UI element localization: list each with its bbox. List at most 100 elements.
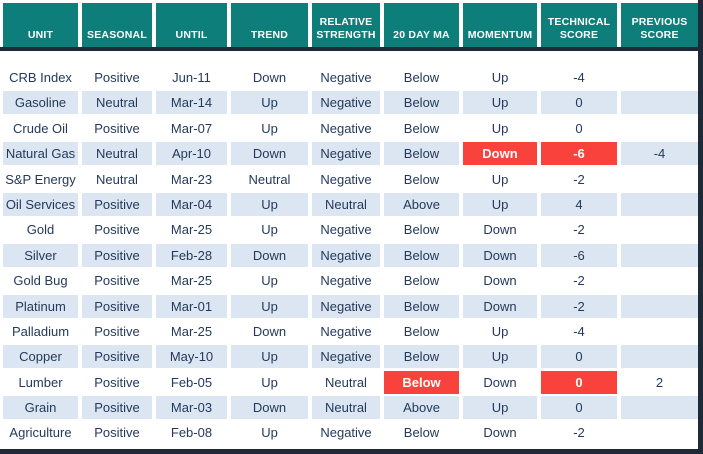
cell-trend[interactable]: Up — [231, 294, 308, 318]
cell-relative_strength[interactable]: Neutral — [312, 370, 380, 394]
cell-until[interactable]: Mar-04 — [156, 192, 227, 216]
cell-momentum[interactable]: Down — [463, 243, 537, 267]
cell-trend[interactable]: Up — [231, 91, 308, 115]
cell-previous_score[interactable] — [621, 66, 698, 89]
cell-until[interactable]: Feb-05 — [156, 370, 227, 394]
cell-relative_strength[interactable]: Negative — [312, 167, 380, 191]
cell-technical_score[interactable]: 0 — [541, 396, 617, 420]
cell-ma20[interactable]: Below — [384, 218, 459, 242]
cell-seasonal[interactable]: Positive — [82, 192, 152, 216]
cell-relative_strength[interactable]: Negative — [312, 421, 380, 445]
cell-unit[interactable]: Palladium — [3, 319, 78, 343]
cell-until[interactable]: Mar-14 — [156, 91, 227, 115]
cell-unit[interactable]: Gold Bug — [3, 269, 78, 293]
cell-technical_score[interactable]: 0 — [541, 116, 617, 140]
cell-trend[interactable]: Down — [231, 142, 308, 166]
cell-until[interactable]: Mar-07 — [156, 116, 227, 140]
cell-technical_score[interactable]: 0 — [541, 370, 617, 394]
cell-unit[interactable]: Gasoline — [3, 91, 78, 115]
cell-ma20[interactable]: Below — [384, 370, 459, 394]
cell-technical_score[interactable]: -6 — [541, 142, 617, 166]
cell-ma20[interactable]: Below — [384, 116, 459, 140]
cell-seasonal[interactable]: Positive — [82, 345, 152, 369]
cell-relative_strength[interactable]: Neutral — [312, 192, 380, 216]
cell-ma20[interactable]: Below — [384, 66, 459, 89]
cell-until[interactable]: Apr-10 — [156, 142, 227, 166]
cell-seasonal[interactable]: Positive — [82, 421, 152, 445]
cell-momentum[interactable]: Up — [463, 319, 537, 343]
header-cell-ma20[interactable]: 20 DAY MA — [384, 3, 459, 47]
cell-technical_score[interactable]: -2 — [541, 269, 617, 293]
cell-relative_strength[interactable]: Neutral — [312, 396, 380, 420]
cell-unit[interactable]: Agriculture — [3, 421, 78, 445]
cell-technical_score[interactable]: -4 — [541, 319, 617, 343]
cell-momentum[interactable]: Up — [463, 66, 537, 89]
cell-momentum[interactable]: Up — [463, 192, 537, 216]
cell-unit[interactable]: Copper — [3, 345, 78, 369]
cell-ma20[interactable]: Below — [384, 91, 459, 115]
cell-previous_score[interactable] — [621, 294, 698, 318]
cell-previous_score[interactable] — [621, 91, 698, 115]
cell-until[interactable]: Mar-01 — [156, 294, 227, 318]
cell-trend[interactable]: Up — [231, 116, 308, 140]
header-cell-relative_strength[interactable]: RELATIVE STRENGTH — [312, 3, 380, 47]
cell-momentum[interactable]: Up — [463, 116, 537, 140]
cell-technical_score[interactable]: -2 — [541, 294, 617, 318]
cell-ma20[interactable]: Above — [384, 192, 459, 216]
cell-unit[interactable]: S&P Energy — [3, 167, 78, 191]
cell-momentum[interactable]: Up — [463, 396, 537, 420]
cell-relative_strength[interactable]: Negative — [312, 142, 380, 166]
cell-momentum[interactable]: Down — [463, 269, 537, 293]
cell-seasonal[interactable]: Positive — [82, 269, 152, 293]
cell-trend[interactable]: Up — [231, 192, 308, 216]
cell-relative_strength[interactable]: Negative — [312, 269, 380, 293]
header-cell-momentum[interactable]: MOMENTUM — [463, 3, 537, 47]
cell-technical_score[interactable]: -2 — [541, 421, 617, 445]
cell-previous_score[interactable]: -4 — [621, 142, 698, 166]
cell-seasonal[interactable]: Positive — [82, 319, 152, 343]
cell-ma20[interactable]: Below — [384, 167, 459, 191]
cell-trend[interactable]: Down — [231, 319, 308, 343]
cell-momentum[interactable]: Down — [463, 421, 537, 445]
cell-unit[interactable]: Gold — [3, 218, 78, 242]
cell-ma20[interactable]: Below — [384, 269, 459, 293]
cell-ma20[interactable]: Above — [384, 396, 459, 420]
cell-relative_strength[interactable]: Negative — [312, 218, 380, 242]
cell-ma20[interactable]: Below — [384, 421, 459, 445]
header-cell-until[interactable]: UNTIL — [156, 3, 227, 47]
cell-previous_score[interactable] — [621, 167, 698, 191]
header-cell-technical_score[interactable]: TECHNICAL SCORE — [541, 3, 617, 47]
cell-until[interactable]: Mar-25 — [156, 269, 227, 293]
cell-seasonal[interactable]: Positive — [82, 116, 152, 140]
cell-ma20[interactable]: Below — [384, 294, 459, 318]
cell-relative_strength[interactable]: Negative — [312, 116, 380, 140]
cell-technical_score[interactable]: -4 — [541, 66, 617, 89]
cell-ma20[interactable]: Below — [384, 243, 459, 267]
cell-ma20[interactable]: Below — [384, 345, 459, 369]
cell-seasonal[interactable]: Positive — [82, 218, 152, 242]
cell-previous_score[interactable] — [621, 396, 698, 420]
cell-seasonal[interactable]: Positive — [82, 370, 152, 394]
cell-seasonal[interactable]: Neutral — [82, 91, 152, 115]
cell-until[interactable]: Mar-25 — [156, 319, 227, 343]
cell-momentum[interactable]: Down — [463, 294, 537, 318]
cell-unit[interactable]: Platinum — [3, 294, 78, 318]
cell-momentum[interactable]: Up — [463, 167, 537, 191]
header-cell-unit[interactable]: UNIT — [3, 3, 78, 47]
cell-technical_score[interactable]: -6 — [541, 243, 617, 267]
cell-until[interactable]: Mar-23 — [156, 167, 227, 191]
cell-unit[interactable]: Lumber — [3, 370, 78, 394]
cell-seasonal[interactable]: Positive — [82, 396, 152, 420]
cell-trend[interactable]: Up — [231, 218, 308, 242]
cell-previous_score[interactable] — [621, 116, 698, 140]
cell-previous_score[interactable] — [621, 421, 698, 445]
cell-previous_score[interactable] — [621, 218, 698, 242]
cell-relative_strength[interactable]: Negative — [312, 66, 380, 89]
cell-seasonal[interactable]: Neutral — [82, 167, 152, 191]
cell-seasonal[interactable]: Positive — [82, 66, 152, 89]
cell-momentum[interactable]: Down — [463, 218, 537, 242]
cell-ma20[interactable]: Below — [384, 142, 459, 166]
cell-trend[interactable]: Down — [231, 396, 308, 420]
cell-technical_score[interactable]: 0 — [541, 91, 617, 115]
cell-relative_strength[interactable]: Negative — [312, 91, 380, 115]
